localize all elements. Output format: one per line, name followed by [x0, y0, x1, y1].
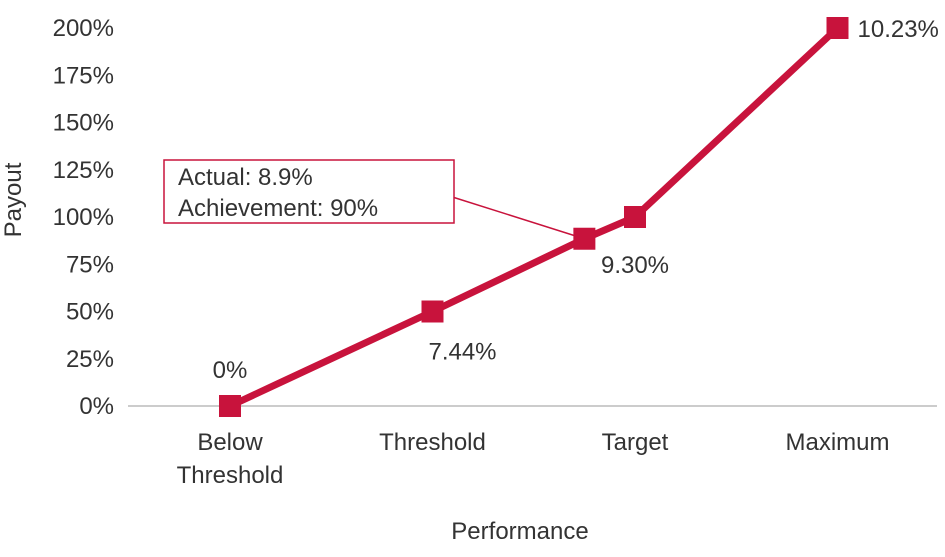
- callout-achievement-text: Achievement: 90%: [178, 195, 378, 222]
- data-label: 10.23%: [858, 16, 939, 43]
- data-label: 0%: [213, 357, 248, 384]
- x-axis-ticks: Below Threshold Threshold Target Maximum: [177, 429, 890, 489]
- y-tick-label: 200%: [53, 15, 114, 42]
- y-tick-label: 50%: [66, 299, 114, 326]
- y-axis-ticks: 0% 25% 50% 75% 100% 125% 150% 175% 200%: [53, 15, 114, 420]
- data-point-marker: [826, 17, 849, 39]
- x-tick-label: Target: [602, 429, 669, 456]
- payout-series: [219, 17, 849, 417]
- data-point-marker: [219, 395, 241, 417]
- data-point-marker: [624, 206, 646, 228]
- x-tick-label: Threshold: [379, 429, 486, 456]
- y-tick-label: 75%: [66, 251, 114, 278]
- x-axis-title: Performance: [451, 518, 588, 545]
- data-label: 7.44%: [428, 339, 496, 366]
- callout-actual-text: Actual: 8.9%: [178, 164, 313, 191]
- data-point-marker: [421, 300, 444, 323]
- y-tick-label: 25%: [66, 346, 114, 373]
- data-point-marker: [573, 227, 596, 250]
- x-tick-label: Maximum: [785, 429, 889, 456]
- y-tick-label: 125%: [53, 157, 114, 184]
- y-tick-label: 175%: [53, 62, 114, 89]
- data-label: 9.30%: [601, 252, 669, 279]
- y-axis-title: Payout: [0, 162, 27, 237]
- callout-leader-line: [453, 196, 585, 240]
- callout-box: [163, 159, 455, 224]
- y-tick-label: 0%: [79, 393, 114, 420]
- x-tick-label: Below Threshold: [177, 429, 284, 489]
- y-tick-label: 150%: [53, 110, 114, 137]
- data-labels: 0% 7.44% 9.30% 10.23%: [213, 16, 939, 384]
- y-tick-label: 100%: [53, 204, 114, 231]
